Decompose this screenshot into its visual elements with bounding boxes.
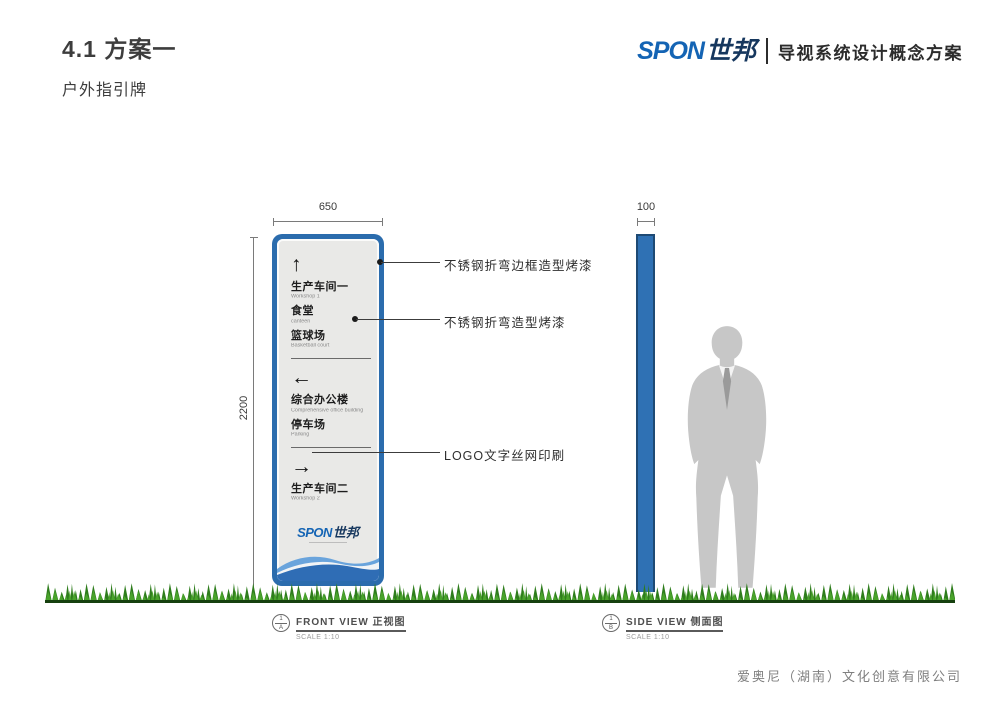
sign-item: 生产车间二 Workshop 2	[291, 483, 371, 503]
leader-line	[356, 319, 440, 320]
sign-item-cn: 生产车间一	[291, 281, 349, 294]
sign-item-cn: 综合办公楼	[291, 394, 349, 407]
ref-separator	[605, 622, 617, 624]
side-view-caption: 1 B SIDE VIEW 侧面图 SCALE 1:10	[602, 613, 724, 641]
sign-divider	[291, 447, 371, 449]
sign-item-cn: 生产车间二	[291, 483, 349, 496]
front-view-caption: 1 A FRONT VIEW 正视图 SCALE 1:10	[272, 613, 406, 641]
panel-wave-graphic	[277, 556, 379, 581]
sign-item-en: Basketball court	[291, 343, 330, 349]
footer-company: 爱奥尼（湖南）文化创意有限公司	[736, 669, 962, 684]
sign-item: 食堂 canteen	[291, 305, 371, 325]
annotation-frame-paint: 不锈钢折弯边框造型烤漆	[444, 259, 593, 273]
doc-title: 导视系统设计概念方案	[778, 43, 963, 63]
front-view-scale: SCALE 1:10	[296, 634, 340, 641]
spon-logo: SPON世邦	[637, 36, 756, 65]
annotation-silkscreen: LOGO文字丝网印刷	[444, 449, 566, 463]
header-brand-block: SPON世邦 导视系统设计概念方案	[637, 38, 963, 64]
panel-logo-tagline-rule	[309, 542, 347, 543]
front-width-dim-line	[273, 218, 383, 226]
front-view-ref-bubble: 1 A	[272, 614, 290, 632]
front-height-dim-label: 2200	[238, 395, 250, 421]
sign-item-cn: 篮球场	[291, 329, 326, 342]
side-width-dim-line	[637, 218, 655, 226]
panel-spon-logo-latin: SPON	[297, 525, 332, 540]
sign-item: 停车场 Parking	[291, 419, 371, 439]
spon-logo-latin: SPON	[637, 36, 705, 65]
sign-divider	[291, 358, 371, 360]
ref-letter: A	[278, 624, 283, 631]
leader-dot	[377, 259, 383, 265]
annotation-body-paint: 不锈钢折弯造型烤漆	[444, 316, 566, 330]
leader-line	[381, 262, 440, 263]
sign-item-en: canteen	[291, 318, 311, 325]
side-view-ref-bubble: 1 B	[602, 614, 620, 632]
leader-dot	[352, 316, 358, 322]
panel-spon-logo: SPON世邦	[277, 526, 379, 543]
ref-letter: B	[608, 624, 613, 631]
panel-spon-logo-cjk: 世邦	[332, 525, 359, 540]
arrow-up-icon: ↑	[291, 253, 302, 276]
arrow-right-icon: →	[291, 455, 312, 479]
leader-line	[312, 452, 440, 453]
sign-panel-face: ↑ 生产车间一 Workshop 1 食堂 canteen 篮球场 Basket…	[277, 239, 379, 581]
sign-panel-side-view	[636, 234, 655, 592]
grass-strip	[45, 583, 955, 603]
page-subtitle: 户外指引牌	[62, 82, 148, 99]
sign-item: 生产车间一 Workshop 1	[291, 281, 371, 301]
sign-item-en: Workshop 2	[291, 496, 320, 502]
side-view-scale: SCALE 1:10	[626, 634, 670, 641]
page-title: 4.1 方案一	[62, 36, 177, 62]
side-width-dim-label: 100	[636, 201, 656, 213]
sign-item-en: Parking	[291, 431, 310, 438]
front-height-dim-line	[250, 237, 258, 601]
human-silhouette	[687, 326, 767, 588]
sign-item-en: Comprehensive office building	[291, 407, 364, 413]
side-view-title: SIDE VIEW 侧面图	[626, 613, 724, 632]
ref-separator	[275, 622, 287, 624]
front-view-title: FRONT VIEW 正视图	[296, 613, 406, 632]
sign-item: 综合办公楼 Comprehensive office building	[291, 394, 371, 414]
sign-item-cn: 食堂	[291, 305, 314, 318]
sign-content: ↑ 生产车间一 Workshop 1 食堂 canteen 篮球场 Basket…	[291, 251, 371, 508]
ref-number: 1	[279, 615, 283, 622]
front-width-dim-label: 650	[318, 201, 338, 213]
sign-item: 篮球场 Basketball court	[291, 330, 371, 350]
sign-panel-front-view: ↑ 生产车间一 Workshop 1 食堂 canteen 篮球场 Basket…	[272, 234, 384, 586]
ref-number: 1	[609, 615, 613, 622]
sign-item-cn: 停车场	[291, 418, 326, 431]
arrow-left-icon: ←	[291, 366, 312, 390]
sign-item-en: Workshop 1	[291, 294, 320, 300]
header-divider	[766, 38, 768, 64]
spon-logo-cjk: 世邦	[705, 36, 756, 65]
